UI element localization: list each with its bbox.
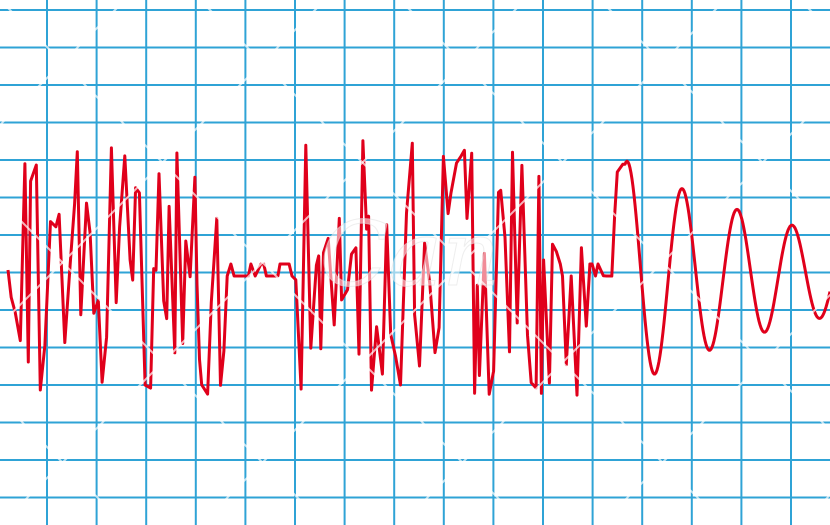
watermark-line (0, 0, 326, 327)
watermark-line (0, 0, 525, 525)
watermark-line (0, 0, 126, 127)
watermark-line (199, 0, 726, 525)
watermark-line (399, 93, 830, 525)
watermark-line (599, 293, 830, 525)
watermark: Can (320, 202, 500, 307)
waveform (6, 139, 830, 397)
watermark-line (0, 398, 126, 525)
watermark-line (599, 0, 830, 232)
